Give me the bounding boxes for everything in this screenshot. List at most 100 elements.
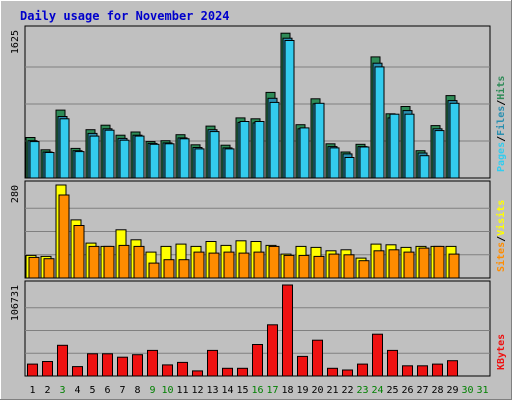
bar-sites-day-26 — [403, 251, 415, 279]
legend-item-kbytes: KBytes — [496, 334, 507, 370]
bar-sites-day-8 — [133, 245, 145, 279]
bar-sites-day-22 — [343, 254, 355, 279]
bar-pages-day-14 — [224, 148, 235, 179]
bar-sites-day-10 — [163, 259, 175, 279]
legend-item-pages: Pages — [496, 142, 507, 172]
panel-visits-sites: 280 Sites/Visits — [10, 180, 507, 279]
legend-visits-sites: Sites/Visits — [495, 200, 507, 272]
bar-sites-day-1 — [28, 256, 40, 279]
day-label-3: 3 — [59, 385, 65, 396]
day-label-6: 6 — [104, 385, 110, 396]
bar-kbytes-day-13 — [207, 349, 218, 377]
legend-item-visits: Visits — [495, 200, 507, 236]
bar-pages-day-8 — [134, 135, 145, 179]
bar-pages-day-13 — [209, 131, 220, 179]
day-label-2: 2 — [44, 385, 50, 396]
bar-sites-day-15 — [238, 252, 250, 279]
day-labels: 1 2 3 4 5 6 7 8 9 10 11 12 13 14 15 16 17 18 19 20 21 22 23 24 2… — [29, 385, 488, 396]
bar-kbytes-day-5 — [87, 353, 98, 377]
day-label-14: 14 — [221, 385, 233, 396]
day-label-30: 30 — [461, 385, 473, 396]
bar-pages-day-28 — [434, 130, 445, 179]
day-label-11: 11 — [176, 385, 188, 396]
day-label-1: 1 — [29, 385, 35, 396]
day-label-12: 12 — [191, 385, 203, 396]
bar-sites-day-23 — [358, 260, 370, 279]
bar-sites-day-14 — [223, 251, 235, 279]
bar-pages-day-17 — [269, 101, 280, 179]
bar-pages-day-9 — [149, 143, 160, 179]
bar-pages-day-4 — [74, 151, 85, 179]
day-label-19: 19 — [296, 385, 308, 396]
bar-pages-day-25 — [389, 113, 400, 179]
bar-pages-day-21 — [329, 147, 340, 179]
day-label-21: 21 — [326, 385, 338, 396]
day-label-28: 28 — [431, 385, 443, 396]
bar-kbytes-day-3 — [57, 344, 68, 377]
bar-sites-day-24 — [373, 250, 385, 279]
day-label-10: 10 — [161, 385, 173, 396]
bar-pages-day-2 — [44, 152, 55, 179]
bar-pages-day-16 — [254, 121, 265, 179]
day-label-9: 9 — [149, 385, 155, 396]
bar-sites-day-11 — [178, 259, 190, 279]
legend-item-hits: Hits — [495, 76, 507, 100]
y-max-label-hits-files-pages: 1625 — [10, 30, 21, 54]
day-label-13: 13 — [206, 385, 218, 396]
bar-pages-day-23 — [359, 146, 370, 179]
bar-sites-day-5 — [88, 245, 100, 279]
bar-pages-day-10 — [164, 143, 175, 179]
bar-kbytes-day-23 — [357, 363, 368, 377]
day-label-20: 20 — [311, 385, 323, 396]
day-label-23: 23 — [356, 385, 368, 396]
bar-sites-day-13 — [208, 252, 220, 279]
bar-kbytes-day-18 — [282, 284, 293, 377]
day-label-24: 24 — [371, 385, 383, 396]
bar-pages-day-3 — [59, 118, 70, 179]
bar-kbytes-day-21 — [327, 367, 338, 377]
bar-pages-day-19 — [299, 127, 310, 179]
bar-sites-day-21 — [328, 253, 340, 279]
bar-kbytes-day-11 — [177, 361, 188, 377]
bar-kbytes-day-14 — [222, 367, 233, 377]
bar-pages-day-6 — [104, 129, 115, 179]
day-label-16: 16 — [251, 385, 263, 396]
bar-pages-day-11 — [179, 138, 190, 179]
day-label-4: 4 — [74, 385, 80, 396]
y-max-label-visits-sites: 280 — [10, 185, 21, 203]
day-label-26: 26 — [401, 385, 413, 396]
bar-kbytes-day-29 — [447, 360, 458, 377]
bar-kbytes-day-8 — [132, 354, 143, 377]
bar-sites-day-19 — [298, 254, 310, 279]
legend-hits-files-pages: Pages/Files/Hits — [495, 76, 507, 172]
legend-item-: / — [496, 236, 507, 242]
bar-kbytes-day-1 — [27, 363, 38, 377]
bar-pages-day-15 — [239, 121, 250, 179]
bar-sites-day-16 — [253, 251, 265, 279]
bar-pages-day-7 — [119, 139, 130, 179]
day-label-8: 8 — [134, 385, 140, 396]
bar-sites-day-28 — [433, 245, 445, 279]
bar-sites-day-17 — [268, 245, 280, 279]
bar-sites-day-9 — [148, 262, 160, 279]
bar-pages-day-5 — [89, 135, 100, 179]
legend-item-: / — [496, 136, 507, 142]
bar-pages-day-29 — [449, 102, 460, 179]
bar-sites-day-4 — [73, 225, 85, 279]
day-label-31: 31 — [476, 385, 488, 396]
bar-pages-day-12 — [194, 148, 205, 179]
bar-kbytes-day-16 — [252, 344, 263, 377]
bar-kbytes-day-26 — [402, 365, 413, 377]
bar-sites-day-6 — [103, 245, 115, 279]
day-label-22: 22 — [341, 385, 353, 396]
y-max-label-kbytes: 106731 — [10, 285, 21, 321]
day-label-5: 5 — [89, 385, 95, 396]
bar-kbytes-day-10 — [162, 364, 173, 377]
bar-sites-day-20 — [313, 255, 325, 279]
bar-kbytes-day-15 — [237, 367, 248, 377]
legend-item-files: Files — [495, 106, 507, 136]
day-label-15: 15 — [236, 385, 248, 396]
legend-item-: / — [496, 100, 507, 106]
day-label-17: 17 — [266, 385, 278, 396]
